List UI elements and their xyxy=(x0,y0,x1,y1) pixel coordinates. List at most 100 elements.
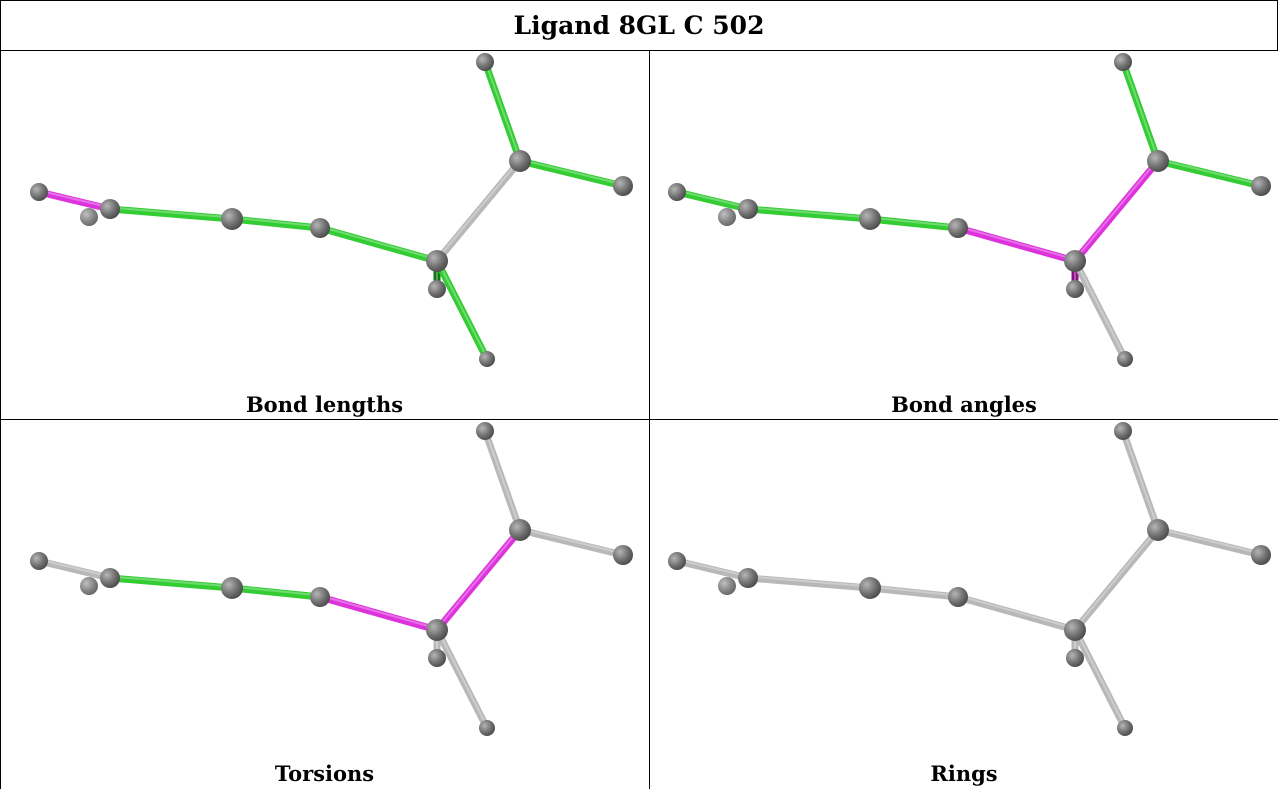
atom-0 xyxy=(30,552,48,570)
bond-1-3 xyxy=(106,205,236,223)
bond-3-4 xyxy=(228,215,324,232)
atom-3 xyxy=(221,577,243,599)
bond-0-1 xyxy=(673,557,752,582)
atom-5 xyxy=(426,250,448,272)
atom-7 xyxy=(1117,351,1133,367)
bond-1-3 xyxy=(744,205,874,223)
bond-1-3 xyxy=(106,574,236,592)
title-divider xyxy=(0,50,1278,51)
bond-highlight xyxy=(231,585,321,597)
figure-title: Ligand 8GL C 502 xyxy=(513,11,765,40)
atom-0 xyxy=(668,183,686,201)
atom-7 xyxy=(479,720,495,736)
bond-3-4 xyxy=(866,215,962,232)
bond-8-9 xyxy=(1119,58,1162,165)
atom-3 xyxy=(859,208,881,230)
atom-10 xyxy=(613,176,633,196)
molecule-view xyxy=(668,422,1271,736)
bond-4-5 xyxy=(954,593,1079,634)
caption-bond-lengths: Bond lengths xyxy=(245,392,404,417)
bond-highlight xyxy=(1157,158,1262,186)
bond-5-8 xyxy=(1071,157,1162,265)
atom-6 xyxy=(428,280,446,298)
bond-highlight xyxy=(1074,527,1159,630)
bond-highlight xyxy=(436,258,488,359)
atom-8 xyxy=(509,150,531,172)
caption-rings: Rings xyxy=(930,761,998,786)
molecule-view xyxy=(30,53,633,367)
atom-9 xyxy=(1114,422,1132,440)
bond-1-3 xyxy=(744,574,874,592)
atom-4 xyxy=(948,587,968,607)
bond-highlight xyxy=(436,527,521,630)
atom-0 xyxy=(668,552,686,570)
atom-2 xyxy=(80,208,98,226)
atom-3 xyxy=(221,208,243,230)
atom-1 xyxy=(100,568,120,588)
atom-10 xyxy=(613,545,633,565)
bond-highlight xyxy=(869,585,959,597)
caption-bond-angles: Bond angles xyxy=(891,392,1037,417)
bond-5-8 xyxy=(1071,526,1162,634)
bond-highlight xyxy=(436,627,488,728)
bond-highlight xyxy=(957,225,1076,261)
bond-highlight xyxy=(1157,527,1262,555)
bond-highlight xyxy=(1122,428,1159,530)
bond-0-1 xyxy=(35,188,114,213)
atom-7 xyxy=(1117,720,1133,736)
bond-highlight xyxy=(1074,258,1126,359)
bond-highlight xyxy=(676,558,749,578)
bond-highlight xyxy=(319,225,438,261)
atom-7 xyxy=(479,351,495,367)
atom-5 xyxy=(1064,250,1086,272)
atom-1 xyxy=(100,199,120,219)
bond-0-1 xyxy=(35,557,114,582)
bond-highlight xyxy=(747,575,871,588)
atom-0 xyxy=(30,183,48,201)
bond-8-9 xyxy=(481,427,524,534)
bond-highlight xyxy=(38,189,111,209)
row-divider xyxy=(0,419,1278,420)
bond-highlight xyxy=(676,189,749,209)
bond-highlight xyxy=(109,206,233,219)
bond-4-5 xyxy=(954,224,1079,265)
bond-5-8 xyxy=(433,526,524,634)
panel-rings xyxy=(639,420,1277,766)
table-top-border xyxy=(0,0,1278,1)
atom-8 xyxy=(1147,150,1169,172)
atom-5 xyxy=(1064,619,1086,641)
atom-1 xyxy=(738,568,758,588)
caption-torsions: Torsions xyxy=(274,761,375,786)
atom-2 xyxy=(718,577,736,595)
atom-4 xyxy=(948,218,968,238)
bond-highlight xyxy=(38,558,111,578)
atom-6 xyxy=(428,649,446,667)
atom-5 xyxy=(426,619,448,641)
column-divider xyxy=(649,50,650,789)
bond-highlight xyxy=(869,216,959,228)
bond-highlight xyxy=(747,206,871,219)
bond-5-7 xyxy=(1071,257,1129,363)
bond-highlight xyxy=(1122,59,1159,161)
atom-9 xyxy=(476,422,494,440)
table-left-border xyxy=(0,0,1,789)
bond-8-10 xyxy=(516,157,627,190)
atom-10 xyxy=(1251,176,1271,196)
bond-highlight xyxy=(1074,158,1159,261)
panel-torsions xyxy=(1,420,639,766)
bond-5-7 xyxy=(1071,626,1129,732)
bond-3-4 xyxy=(228,584,324,601)
atom-4 xyxy=(310,587,330,607)
atom-9 xyxy=(1114,53,1132,71)
bond-highlight xyxy=(519,158,624,186)
atom-6 xyxy=(1066,280,1084,298)
bond-0-1 xyxy=(673,188,752,213)
bond-4-5 xyxy=(316,593,441,634)
bond-8-9 xyxy=(481,58,524,165)
molecule-view xyxy=(30,422,633,736)
bond-5-7 xyxy=(433,257,491,363)
atom-8 xyxy=(509,519,531,541)
bond-8-9 xyxy=(1119,427,1162,534)
atom-8 xyxy=(1147,519,1169,541)
